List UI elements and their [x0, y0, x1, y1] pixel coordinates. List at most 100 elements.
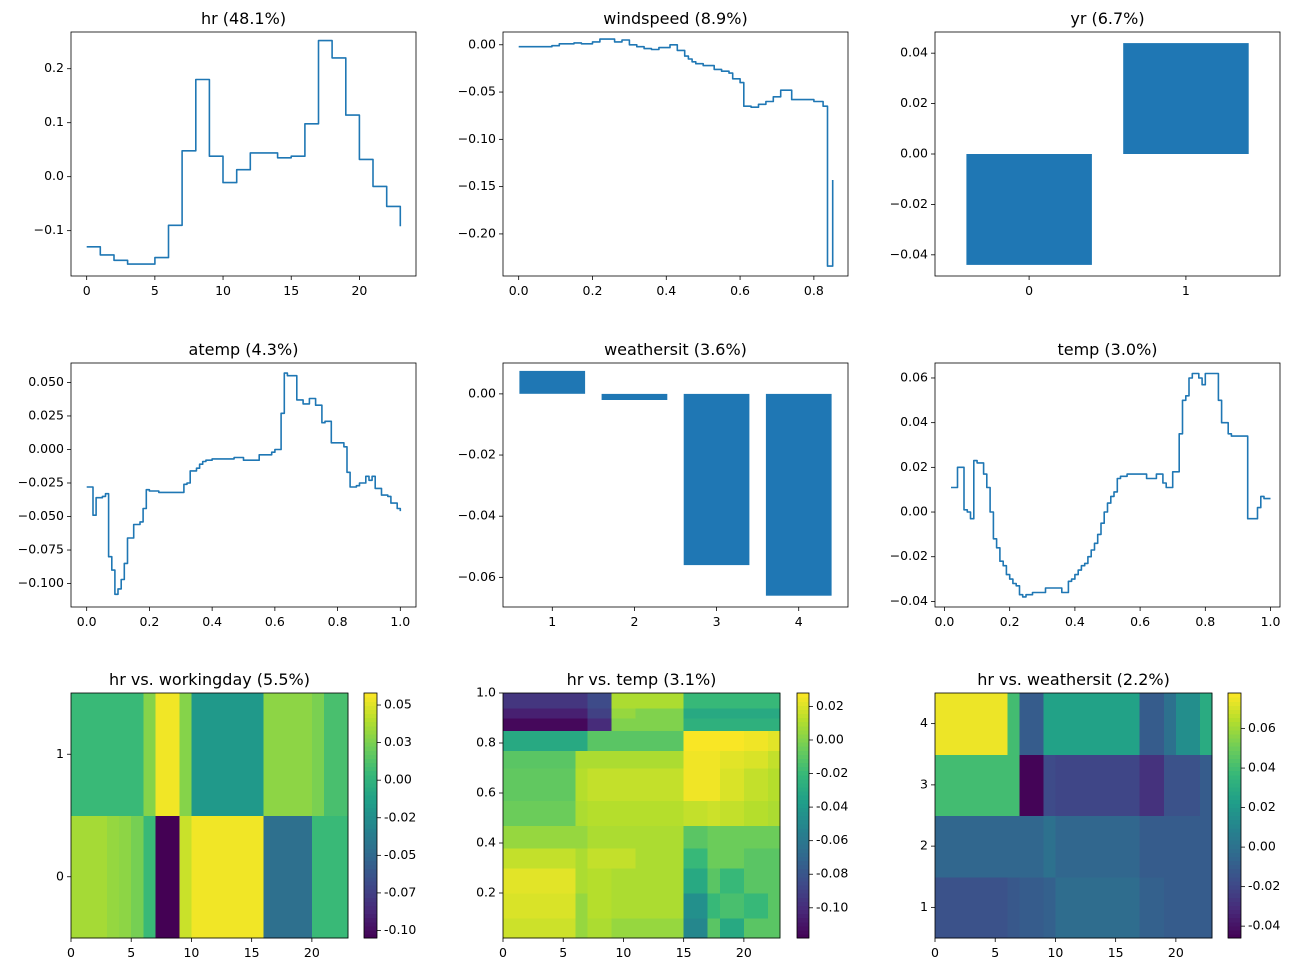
y-tick-label: 0.04 [900, 45, 928, 60]
heatmap-cell [575, 825, 588, 849]
x-tick-label: 1.0 [1261, 614, 1281, 629]
heatmap-cell [336, 693, 349, 817]
heatmap-cell [1055, 693, 1141, 755]
heatmap-cell [503, 768, 576, 802]
colorbar-gradient [364, 766, 377, 772]
colorbar-gradient [797, 884, 809, 890]
heatmap-cell [587, 825, 612, 849]
heatmap-cell [635, 825, 685, 849]
heatmap-cell [1200, 754, 1213, 817]
bar [765, 393, 832, 596]
heatmap-cell [503, 893, 576, 919]
colorbar-gradient [1228, 811, 1241, 817]
x-tick-label: 0 [931, 945, 939, 960]
heatmap-cell [1163, 693, 1177, 755]
colorbar-gradient [797, 750, 809, 755]
heatmap-cell [575, 918, 588, 939]
heatmap-cell [275, 693, 313, 817]
heatmap-cell [503, 693, 576, 709]
x-tick-label: 5 [127, 945, 135, 960]
y-tick-label: −0.025 [18, 474, 64, 489]
colorbar-gradient [797, 721, 809, 727]
colorbar-tick-label: -0.04 [816, 799, 848, 814]
y-tick-label: −0.1 [34, 222, 64, 237]
heatmap-cell [575, 693, 588, 709]
colorbar-gradient [797, 852, 809, 857]
heatmap-cell [587, 708, 612, 719]
heatmap-cell [935, 693, 1008, 755]
x-tick-label: 10 [615, 945, 631, 960]
colorbar-gradient [797, 733, 809, 739]
colorbar-gradient [364, 742, 377, 747]
y-tick-label: −0.050 [18, 508, 64, 523]
colorbar-gradient [797, 774, 809, 780]
colorbar-tick-label: -0.04 [1248, 918, 1280, 933]
colorbar-gradient [1228, 913, 1241, 919]
heatmap-cell [707, 708, 721, 719]
colorbar-gradient [364, 860, 377, 866]
colorbar-gradient [364, 786, 377, 792]
heatmap-cell [587, 918, 612, 939]
colorbar-gradient [1228, 815, 1241, 821]
colorbar-gradient [797, 770, 809, 776]
colorbar-gradient [797, 860, 809, 866]
chart-windspeed: windspeed (8.9%) 0.0 0.2 0.4 0.6 0.8 0.00 −0.05… [458, 9, 849, 298]
colorbar-gradient [1228, 835, 1241, 841]
bar [601, 393, 668, 400]
heatmap-cell [503, 800, 576, 827]
heatmap-cell [683, 750, 709, 769]
colorbar-gradient [364, 929, 377, 935]
colorbar-gradient [364, 758, 377, 764]
heatmap-cell [707, 750, 721, 769]
colorbar-gradient [364, 811, 377, 817]
series-line [951, 372, 1271, 598]
y-tick-label: −0.04 [890, 246, 928, 261]
heatmap-cell [768, 693, 781, 709]
colorbar-gradient [1228, 803, 1241, 808]
colorbar-gradient [797, 795, 809, 800]
heatmap-cell [587, 768, 612, 802]
chart-title: hr vs. weathersit (2.2%) [977, 670, 1170, 689]
colorbar-frame [363, 692, 378, 939]
colorbar-gradient [797, 705, 809, 710]
heatmap-cell [635, 750, 685, 769]
x-tick-label: 15 [283, 283, 299, 298]
series-line [86, 39, 402, 265]
y-tick-label: −0.20 [458, 225, 496, 240]
y-tick-label: −0.02 [890, 548, 928, 563]
colorbar-gradient [1228, 872, 1241, 878]
x-tick-label: 15 [244, 945, 260, 960]
y-tick-label: 2 [920, 838, 928, 853]
chart-weathersit: weathersit (3.6%) 1 2 3 4 0.00 −0.02 −0.04 −0.06 [458, 340, 849, 629]
heatmap-cell [1007, 693, 1020, 755]
heatmap-cell [611, 718, 637, 732]
heatmap-cell [1019, 693, 1044, 755]
colorbar-gradient [364, 705, 377, 710]
colorbar-gradient [1228, 893, 1241, 898]
x-tick-label: 0.2 [1000, 614, 1020, 629]
colorbar: 0.05 0.03 0.00 -0.02 -0.05 -0.07 -0.10 [363, 692, 416, 939]
colorbar-gradient [1228, 778, 1241, 784]
colorbar-gradient [1228, 782, 1241, 788]
heatmap-cell [1043, 754, 1056, 817]
heatmap-cell [743, 693, 769, 709]
colorbar-gradient [364, 774, 377, 780]
heatmap-cell [611, 868, 637, 894]
heatmap-cell [611, 800, 637, 827]
y-tick-label: 0.6 [476, 785, 496, 800]
bar [966, 154, 1092, 265]
colorbar-gradient [797, 742, 809, 747]
x-tick-label: 3 [713, 614, 721, 629]
x-tick-label: 0.8 [1195, 614, 1215, 629]
colorbar-gradient [797, 754, 809, 759]
y-tick-label: 0.1 [44, 114, 64, 129]
chart-hr: hr (48.1%) 0 5 10 15 20 −0.1 0.0 0.1 0.2 [34, 9, 417, 298]
heatmap-cell [768, 800, 781, 827]
colorbar-gradient [364, 893, 377, 898]
heatmap-cell [611, 708, 637, 719]
heatmap-cell [1163, 815, 1177, 878]
heatmap-cell [1200, 693, 1213, 755]
y-tick-label: −0.075 [18, 542, 64, 557]
colorbar-gradient [364, 909, 377, 915]
colorbar-gradient [364, 917, 377, 923]
